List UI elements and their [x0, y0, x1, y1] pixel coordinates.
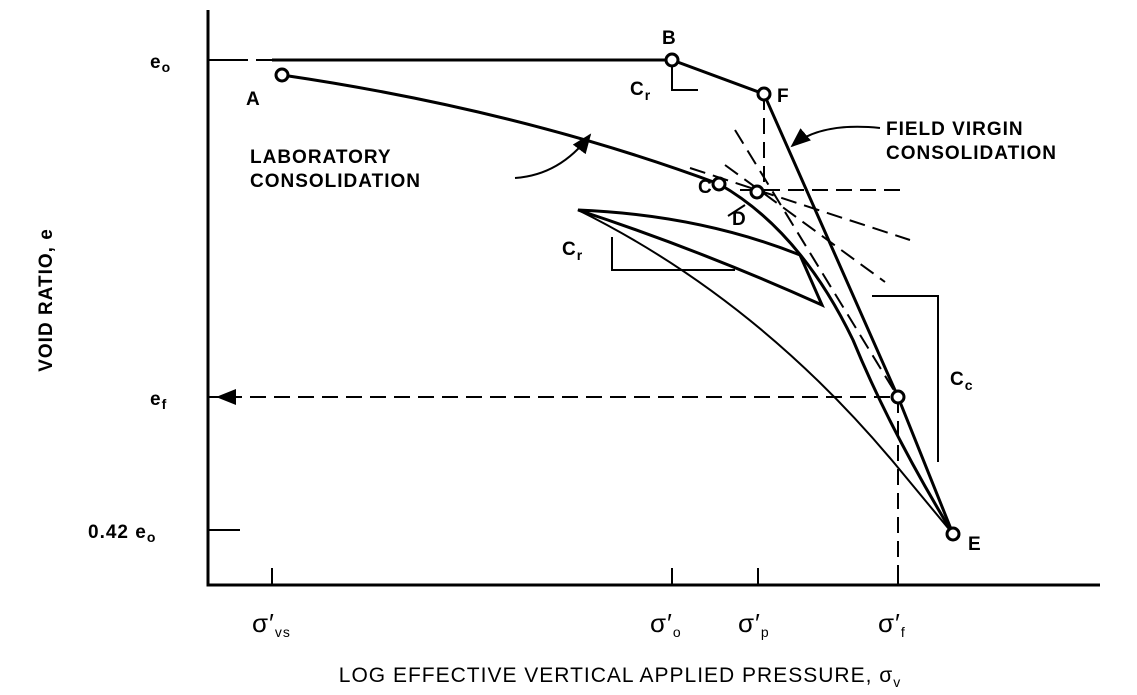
point-label: F [777, 86, 790, 107]
lab-arrow [514, 133, 592, 179]
y-tick: eo [150, 52, 171, 75]
ticks [208, 59, 899, 585]
annotation: Cr [630, 79, 651, 103]
y-tick: 0.42 eo [88, 522, 156, 545]
y-axis-title: VOID RATIO, e [36, 228, 57, 372]
x-tick: σ′vs [252, 608, 291, 640]
d-arrow [727, 204, 746, 217]
points [274, 52, 961, 542]
x-tick: σ′o [650, 608, 682, 640]
annotation: Cc [950, 369, 974, 393]
field-line [272, 58, 955, 535]
point-label: E [968, 534, 982, 555]
annotation: FIELD VIRGIN [886, 119, 1024, 140]
annotation: Cr [562, 239, 583, 263]
x-ticks: σ′vs σ′o σ′p σ′f [252, 608, 906, 640]
point-label: D [732, 209, 747, 230]
construction [216, 65, 939, 585]
x-axis-title: LOG EFFECTIVE VERTICAL APPLIED PRESSURE,… [339, 664, 901, 690]
annotation: CONSOLIDATION [886, 143, 1057, 164]
lab-curve [281, 73, 955, 535]
annotation: LABORATORY [250, 147, 392, 168]
annotation: CONSOLIDATION [250, 171, 421, 192]
reload-curve [577, 209, 954, 535]
unload-loop [577, 208, 825, 308]
x-tick: σ′p [738, 608, 770, 640]
point-label: A [246, 89, 261, 110]
point-label: C [698, 177, 713, 198]
point-label: B [662, 28, 677, 49]
x-tick: σ′f [878, 608, 906, 640]
axes [206, 10, 1100, 587]
y-tick: ef [150, 389, 167, 412]
field-arrow [790, 125, 881, 148]
